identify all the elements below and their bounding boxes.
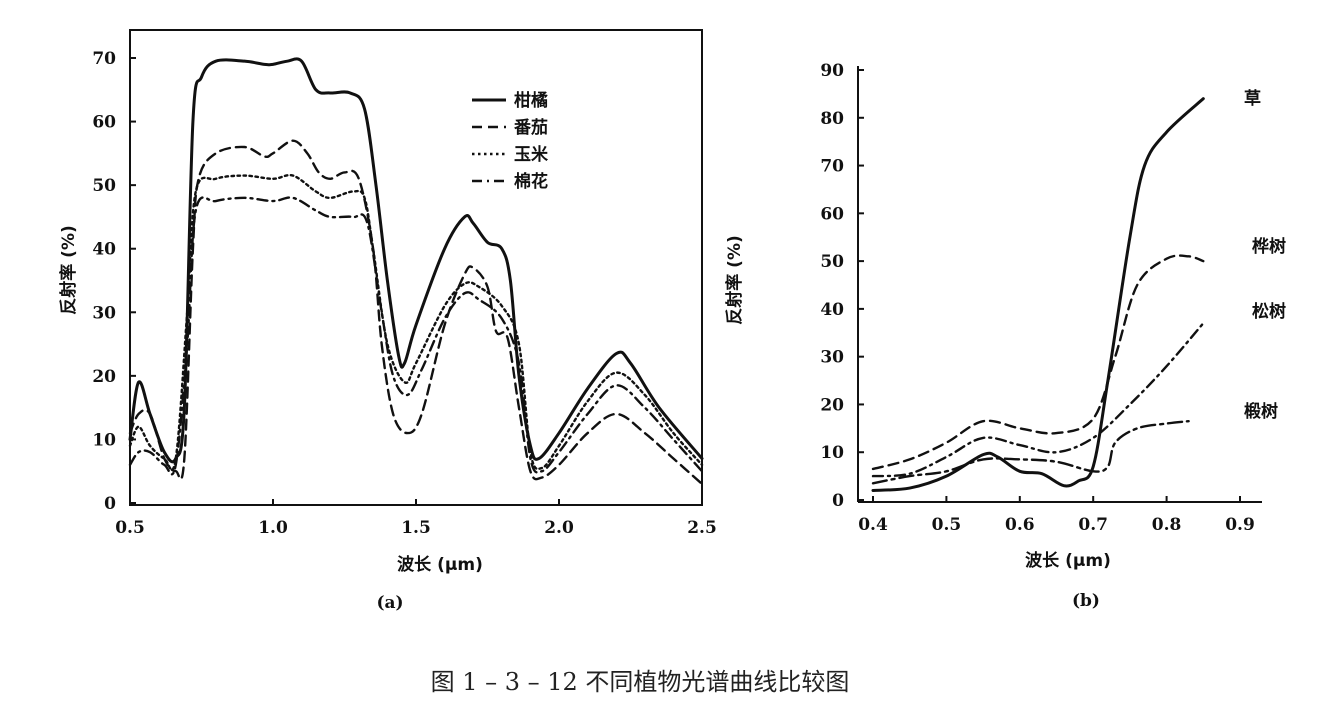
series-line-棉花	[128, 196, 704, 476]
series-line-桦树	[871, 254, 1205, 471]
series-end-label: 桦树	[1252, 236, 1286, 257]
y-tick-label: 70	[820, 157, 844, 177]
y-tick-label: 90	[820, 61, 844, 81]
figure-caption: 图 1 – 3 – 12 不同植物光谱曲线比较图	[431, 668, 850, 696]
x-tick-label: 2.0	[544, 518, 574, 538]
y-tick-label: 50	[92, 176, 116, 196]
series-end-label: 松树	[1252, 301, 1286, 322]
series-line-番茄	[128, 139, 704, 486]
x-tick-label: 0.9	[1225, 515, 1255, 535]
legend-label: 棉花	[514, 171, 548, 192]
series-end-label: 草	[1244, 89, 1261, 109]
chart-a-frame	[129, 29, 703, 506]
y-tick-label: 10	[92, 430, 116, 450]
series-line-柑橘	[128, 57, 704, 464]
chart-a-xlabel: 波长 (μm)	[397, 554, 483, 575]
chart-b: 0.4 0.5 0.6 0.7 0.8 0.9 0 10 20 30 40 50 60 70 80 90 草桦…	[724, 61, 1286, 611]
y-tick-label: 30	[92, 303, 116, 323]
legend-label: 玉米	[514, 144, 549, 165]
x-tick-label: 1.5	[401, 518, 431, 538]
chart-b-panel-label: (b)	[1072, 591, 1100, 611]
y-tick-label: 20	[820, 395, 844, 415]
x-tick-label: 0.5	[115, 518, 145, 538]
chart-a-panel-label: (a)	[376, 593, 403, 613]
y-tick-label: 50	[820, 252, 844, 272]
x-tick-label: 0.5	[932, 515, 962, 535]
legend-label: 柑橘	[514, 90, 548, 111]
y-tick-label: 40	[92, 240, 116, 260]
x-tick-label: 2.5	[687, 518, 717, 538]
y-tick-label: 0	[832, 491, 844, 511]
legend-label: 番茄	[513, 117, 548, 138]
x-tick-label: 1.0	[258, 518, 288, 538]
series-end-label: 椴树	[1244, 401, 1278, 422]
series-line-椴树	[871, 419, 1190, 485]
y-tick-label: 60	[820, 204, 844, 224]
x-tick-label: 0.4	[858, 515, 888, 535]
x-tick-label: 0.6	[1005, 515, 1035, 535]
chart-b-xlabel: 波长 (μm)	[1025, 550, 1111, 571]
y-tick-label: 20	[92, 367, 116, 387]
y-tick-label: 0	[104, 494, 116, 514]
chart-a-ylabel: 反射率 (%)	[58, 225, 79, 315]
y-tick-label: 60	[92, 113, 116, 133]
y-tick-label: 70	[92, 49, 116, 69]
chart-b-ylabel: 反射率 (%)	[724, 235, 745, 325]
series-line-松树	[871, 322, 1205, 478]
y-tick-label: 30	[820, 348, 844, 368]
y-tick-label: 10	[820, 443, 844, 463]
x-tick-label: 0.8	[1152, 515, 1182, 535]
y-tick-label: 40	[820, 300, 844, 320]
x-tick-label: 0.7	[1078, 515, 1108, 535]
y-tick-label: 80	[820, 109, 844, 129]
